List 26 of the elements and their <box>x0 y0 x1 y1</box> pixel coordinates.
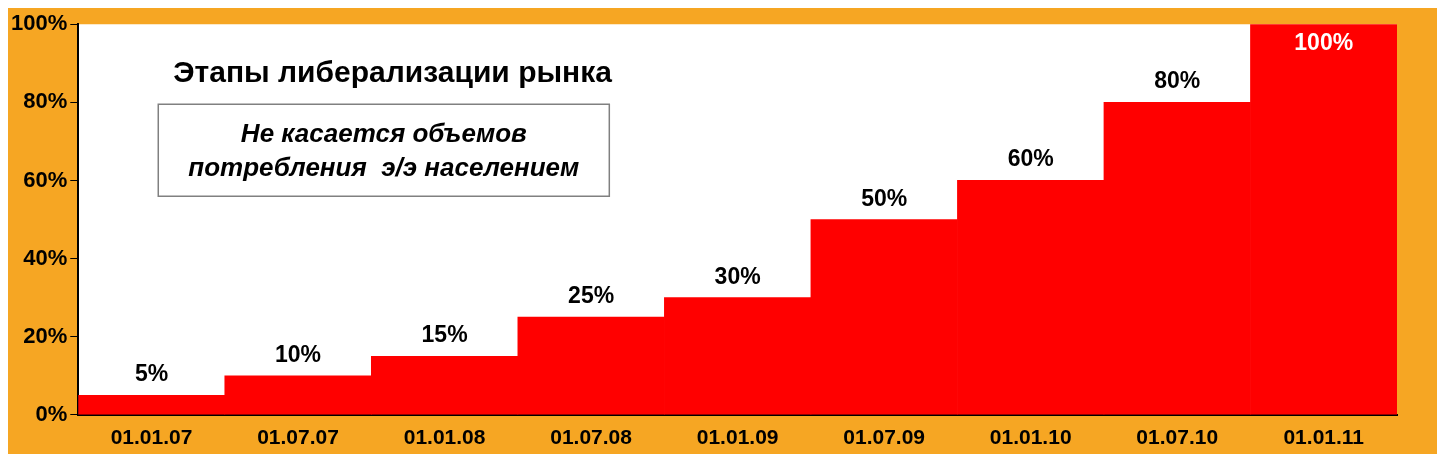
data-label: 10% <box>275 340 322 367</box>
data-label: 50% <box>861 184 908 211</box>
y-tick-label: 100% <box>10 10 68 36</box>
y-tick-label: 0% <box>35 400 68 426</box>
x-tick-label: 01.01.08 <box>403 425 486 449</box>
x-tick-label: 01.07.08 <box>550 425 633 449</box>
x-tick-label: 01.01.11 <box>1283 425 1365 449</box>
data-label: 80% <box>1154 67 1201 94</box>
data-label: 100% <box>1294 29 1354 56</box>
annotation: Не касается объемов потребления э/э населением <box>188 118 580 183</box>
data-label: 15% <box>421 321 468 348</box>
text: Этапы либерализации рынка <box>173 55 613 89</box>
data-label: 5% <box>134 360 169 387</box>
y-tick-label: 60% <box>23 166 68 192</box>
data-label: 25% <box>568 282 615 309</box>
x-tick-label: 01.07.07 <box>257 425 339 449</box>
x-tick-label: 01.07.10 <box>1136 425 1219 449</box>
x-tick-label: 01.01.09 <box>696 425 779 449</box>
x-tick-label: 01.01.10 <box>989 425 1072 449</box>
x-tick-label: 01.07.09 <box>843 425 926 449</box>
y-tick-label: 20% <box>23 322 68 348</box>
y-tick-label: 80% <box>23 88 68 114</box>
x-tick-label: 01.01.07 <box>110 425 193 449</box>
data-label: 30% <box>714 262 761 289</box>
y-tick-label: 40% <box>23 244 68 270</box>
data-label: 60% <box>1007 145 1054 172</box>
